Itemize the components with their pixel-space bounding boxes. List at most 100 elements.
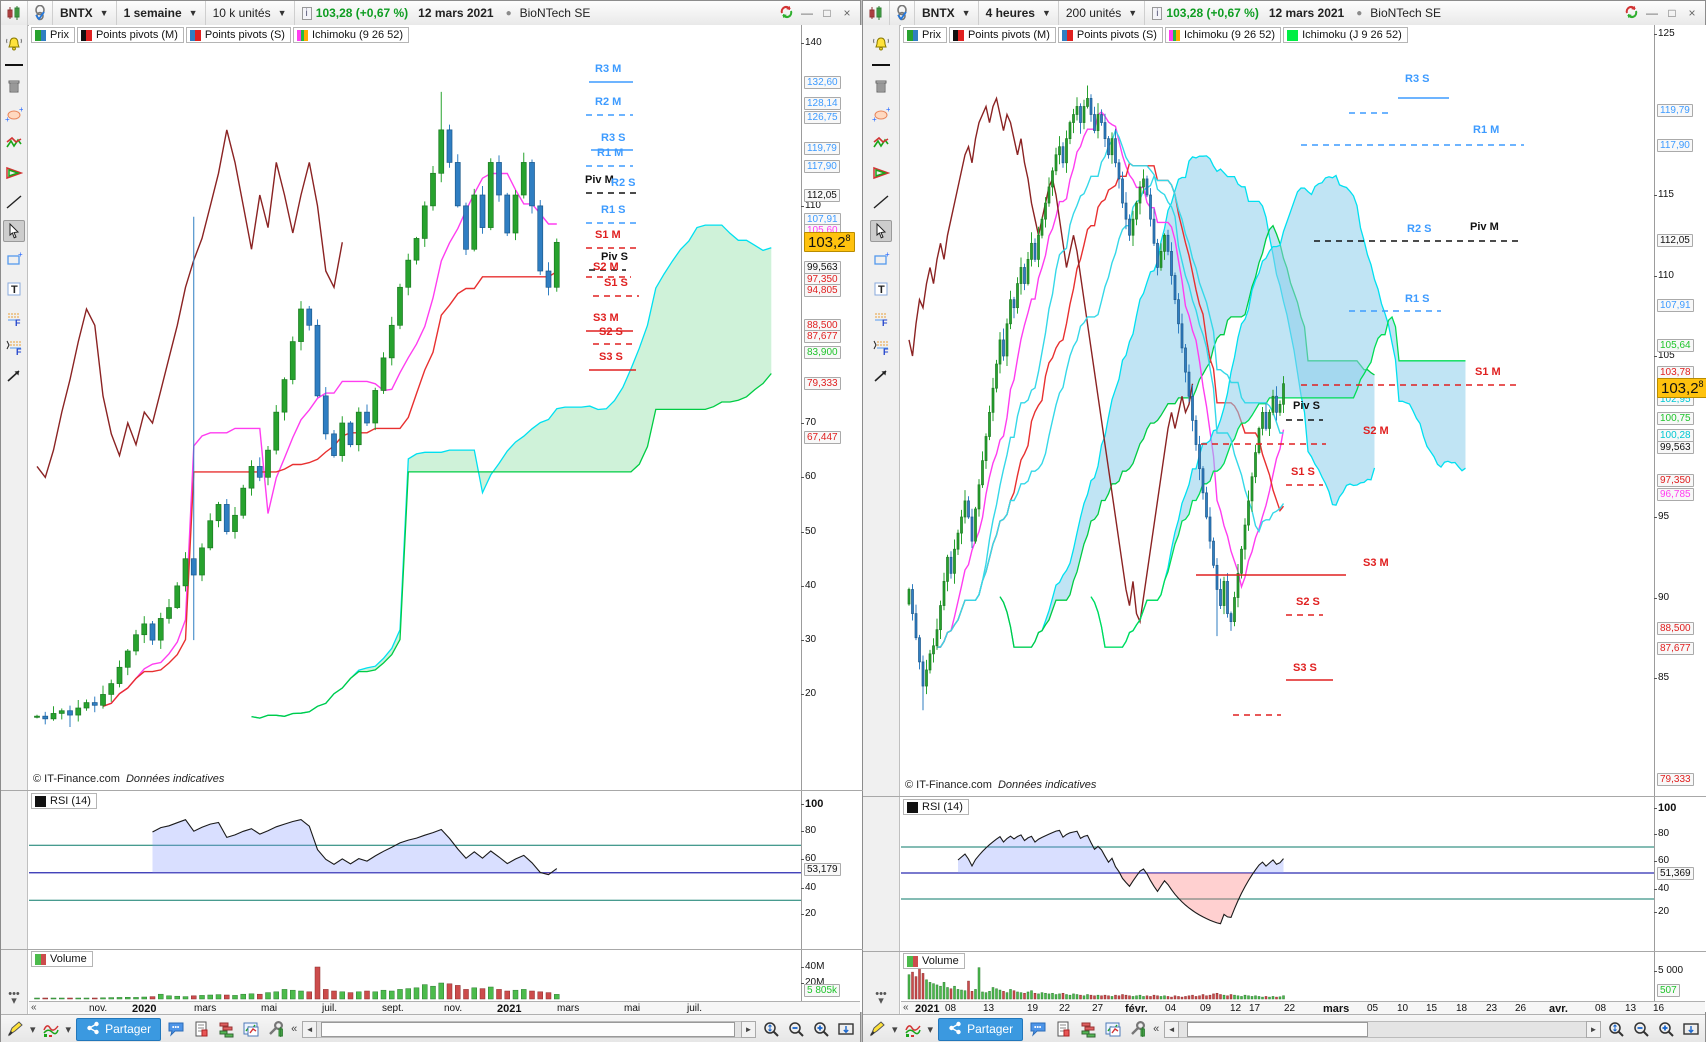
scroll-track[interactable] — [1179, 1020, 1586, 1038]
horizontal-scrollbar[interactable]: ◄ ► — [1164, 1020, 1601, 1038]
time-axis[interactable]: « nov. 2020 mars mai juil. sept. nov. 2021 mars ma… — [29, 1001, 860, 1015]
legend-chip[interactable]: Ichimoku (J 9 26 52) — [1283, 27, 1408, 43]
alarm-bell-tool[interactable] — [870, 33, 892, 55]
maximize-button[interactable]: □ — [1668, 6, 1676, 20]
zoom-in-icon[interactable] — [811, 1019, 831, 1039]
triangle-pattern-tool[interactable] — [870, 162, 892, 184]
legend-chip[interactable]: Ichimoku (9 26 52) — [1164, 27, 1282, 43]
zoom-in-icon[interactable] — [1656, 1019, 1676, 1039]
alarm-bell-tool[interactable] — [3, 33, 25, 55]
legend-chip[interactable]: Points pivots (S) — [1057, 27, 1163, 43]
volume-legend[interactable]: Volume — [903, 953, 965, 969]
partager-button[interactable]: Partager — [76, 1017, 162, 1041]
fit-screen-icon[interactable] — [1681, 1019, 1701, 1039]
chart-window-icon[interactable] — [241, 1019, 261, 1039]
legend-chip[interactable]: Ichimoku (9 26 52) — [292, 27, 410, 43]
news-doc-icon[interactable] — [191, 1019, 211, 1039]
indicator-curve-icon[interactable] — [903, 1019, 923, 1039]
scroll-thumb[interactable] — [321, 1021, 735, 1037]
time-axis[interactable]: « 2021 08 13 19 22 27 févr. 04 09 12 17 22 mars 05 10 15… — [901, 1001, 1705, 1015]
scroll-right-arrow[interactable]: ► — [1586, 1020, 1601, 1038]
maximize-button[interactable]: □ — [823, 6, 831, 20]
legend-chip[interactable]: Prix — [31, 27, 75, 43]
price-axis[interactable]: 125 115 110 105 95 90 85 119,79 117,90 112,05 107,… — [1653, 25, 1706, 1012]
trend-arrow-tool[interactable] — [3, 365, 25, 387]
volume-legend[interactable]: Volume — [31, 951, 93, 967]
text-tool-tool[interactable]: T — [870, 278, 892, 300]
zoom-range-icon[interactable] — [761, 1019, 781, 1039]
legend-chip[interactable]: Prix — [903, 27, 947, 43]
comment-bubble-icon[interactable]: ••• — [1028, 1019, 1048, 1039]
refresh-icon[interactable] — [1624, 5, 1639, 22]
fibonacci-tool[interactable]: F — [870, 307, 892, 329]
price-chart[interactable] — [901, 25, 1654, 1001]
price-chart[interactable] — [29, 25, 801, 1001]
zoom-out-icon[interactable] — [786, 1019, 806, 1039]
news-doc-icon[interactable] — [1053, 1019, 1073, 1039]
fibonacci-pencil-tool[interactable]: F — [870, 336, 892, 358]
toolbar-collapse-button[interactable]: « — [1153, 1023, 1160, 1035]
symbol-dropdown[interactable]: BNTX ▼ — [53, 1, 117, 25]
scroll-track[interactable] — [317, 1020, 741, 1038]
backtest-wrench-icon[interactable] — [1128, 1019, 1148, 1039]
indicator-dropdown-caret[interactable]: ▾ — [65, 1023, 72, 1036]
rectangle-tool[interactable]: + — [870, 249, 892, 271]
info-icon[interactable]: i — [1152, 6, 1163, 20]
info-icon[interactable]: i — [301, 6, 312, 20]
timeline-collapse-button[interactable]: « — [31, 1002, 37, 1013]
close-button[interactable]: × — [1688, 6, 1696, 20]
fit-screen-icon[interactable] — [836, 1019, 856, 1039]
zigzag-channel-tool[interactable] — [870, 133, 892, 155]
legend-chip[interactable]: Points pivots (M) — [948, 27, 1056, 43]
ellipse-tool[interactable]: + + — [870, 104, 892, 126]
panel-grip-dots[interactable]: ••• ▾ — [8, 988, 20, 1007]
order-book-icon[interactable] — [216, 1019, 236, 1039]
close-button[interactable]: × — [843, 6, 851, 20]
zigzag-channel-tool[interactable] — [3, 133, 25, 155]
ellipse-tool[interactable]: + + — [3, 104, 25, 126]
trash-tool[interactable] — [870, 75, 892, 97]
units-dropdown[interactable]: 200 unités ▼ — [1059, 1, 1146, 25]
pen-dropdown-caret[interactable]: ▾ — [892, 1023, 898, 1036]
rectangle-tool[interactable]: + — [3, 249, 25, 271]
toolbar-collapse-button[interactable]: « — [291, 1023, 298, 1035]
price-axis[interactable]: 140 110 70 60 50 40 30 20 132,60 128,14 126,75 119,… — [800, 25, 863, 1012]
units-dropdown[interactable]: 10 k unités ▼ — [206, 1, 295, 25]
timeframe-dropdown[interactable]: 4 heures ▼ — [979, 1, 1059, 25]
pen-dropdown-caret[interactable]: ▾ — [30, 1023, 36, 1036]
legend-chip[interactable]: Points pivots (M) — [76, 27, 184, 43]
indicator-curve-icon[interactable] — [41, 1019, 61, 1039]
timeline-collapse-button[interactable]: « — [903, 1002, 909, 1013]
panel-grip-dots[interactable]: ••• ▾ — [875, 988, 887, 1007]
order-book-icon[interactable] — [1078, 1019, 1098, 1039]
draw-pen-icon[interactable] — [867, 1019, 887, 1039]
indicator-dropdown-caret[interactable]: ▾ — [927, 1023, 934, 1036]
timeframe-dropdown[interactable]: 1 semaine ▼ — [117, 1, 206, 25]
draw-pen-icon[interactable] — [5, 1019, 25, 1039]
minimize-button[interactable]: — — [1646, 6, 1658, 20]
chart-window-icon[interactable] — [1103, 1019, 1123, 1039]
trend-line-tool[interactable] — [870, 191, 892, 213]
link-pin-icon[interactable] — [890, 1, 915, 25]
symbol-dropdown[interactable]: BNTX ▼ — [915, 1, 979, 25]
cursor-tool[interactable] — [3, 220, 25, 242]
partager-button[interactable]: Partager — [938, 1017, 1024, 1041]
scroll-left-arrow[interactable]: ◄ — [1164, 1020, 1180, 1038]
scroll-thumb[interactable] — [1187, 1021, 1369, 1037]
rsi-legend[interactable]: RSI (14) — [903, 799, 969, 815]
trend-arrow-tool[interactable] — [870, 365, 892, 387]
fibonacci-tool[interactable]: F — [3, 307, 25, 329]
scroll-left-arrow[interactable]: ◄ — [302, 1020, 318, 1038]
backtest-wrench-icon[interactable] — [266, 1019, 286, 1039]
minimize-button[interactable]: — — [801, 6, 813, 20]
link-pin-icon[interactable] — [28, 1, 53, 25]
scroll-right-arrow[interactable]: ► — [741, 1020, 756, 1038]
rsi-legend[interactable]: RSI (14) — [31, 793, 97, 809]
trash-tool[interactable] — [3, 75, 25, 97]
refresh-icon[interactable] — [779, 5, 794, 22]
zoom-out-icon[interactable] — [1631, 1019, 1651, 1039]
fibonacci-pencil-tool[interactable]: F — [3, 336, 25, 358]
triangle-pattern-tool[interactable] — [3, 162, 25, 184]
cursor-tool[interactable] — [870, 220, 892, 242]
comment-bubble-icon[interactable]: ••• — [166, 1019, 186, 1039]
